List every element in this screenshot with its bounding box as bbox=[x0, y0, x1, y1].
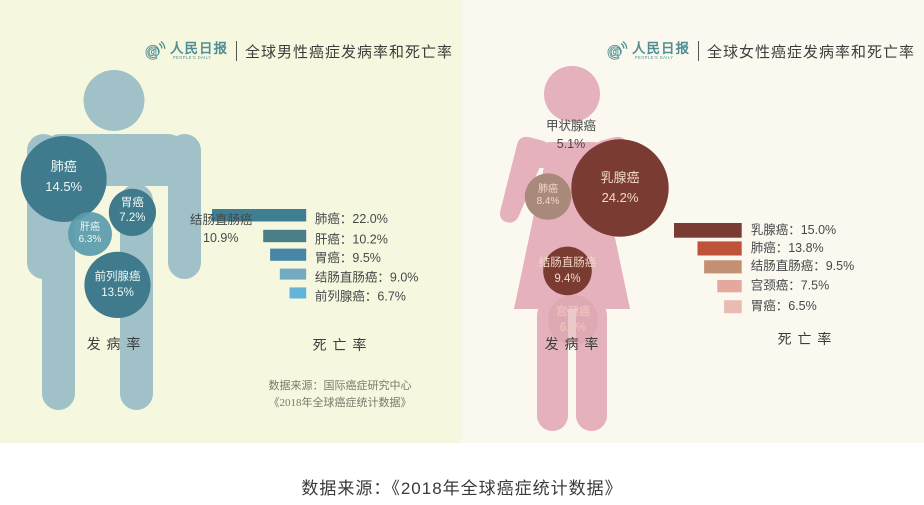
svg-text:乳腺癌：15.0%: 乳腺癌：15.0% bbox=[751, 222, 836, 237]
svg-text:乳腺癌: 乳腺癌 bbox=[600, 170, 639, 185]
svg-text:肺癌：13.8%: 肺癌：13.8% bbox=[751, 240, 824, 255]
svg-text:24.2%: 24.2% bbox=[602, 190, 639, 205]
svg-text:胃癌：6.5%: 胃癌：6.5% bbox=[751, 298, 817, 313]
svg-text:10.9%: 10.9% bbox=[203, 231, 238, 245]
svg-text:6.3%: 6.3% bbox=[79, 234, 102, 245]
svg-text:数据来源：国际癌症研究中心: 数据来源：国际癌症研究中心 bbox=[269, 378, 412, 392]
svg-text:7.2%: 7.2% bbox=[119, 212, 145, 224]
svg-text:肺癌: 肺癌 bbox=[51, 159, 77, 174]
svg-text:6.6%: 6.6% bbox=[560, 322, 586, 334]
svg-text:宫颈癌：7.5%: 宫颈癌：7.5% bbox=[751, 277, 830, 292]
svg-text:结肠直肠癌: 结肠直肠癌 bbox=[190, 212, 253, 227]
svg-text:结肠直肠癌：9.5%: 结肠直肠癌：9.5% bbox=[751, 258, 855, 273]
svg-text:肝癌: 肝癌 bbox=[80, 220, 100, 233]
svg-text:5.1%: 5.1% bbox=[557, 137, 586, 151]
svg-text:前列腺癌: 前列腺癌 bbox=[95, 269, 141, 283]
svg-text:胃癌: 胃癌 bbox=[121, 195, 144, 209]
svg-text:结肠直肠癌: 结肠直肠癌 bbox=[539, 255, 597, 269]
svg-text:甲状腺癌: 甲状腺癌 bbox=[546, 118, 596, 133]
svg-text:《2018年全球癌症统计数据》: 《2018年全球癌症统计数据》 bbox=[269, 395, 412, 409]
svg-text:8.4%: 8.4% bbox=[537, 196, 560, 207]
svg-text:发 病 率: 发 病 率 bbox=[545, 336, 600, 352]
svg-text:9.4%: 9.4% bbox=[554, 273, 580, 285]
svg-text:宫颈癌: 宫颈癌 bbox=[556, 304, 591, 318]
svg-text:发 病 率: 发 病 率 bbox=[87, 336, 142, 352]
svg-text:死 亡 率: 死 亡 率 bbox=[313, 337, 368, 353]
svg-text:14.5%: 14.5% bbox=[45, 179, 82, 194]
svg-text:结肠直肠癌：9.0%: 结肠直肠癌：9.0% bbox=[315, 269, 419, 284]
svg-text:肺癌: 肺癌 bbox=[538, 182, 558, 195]
svg-text:13.5%: 13.5% bbox=[101, 287, 134, 299]
